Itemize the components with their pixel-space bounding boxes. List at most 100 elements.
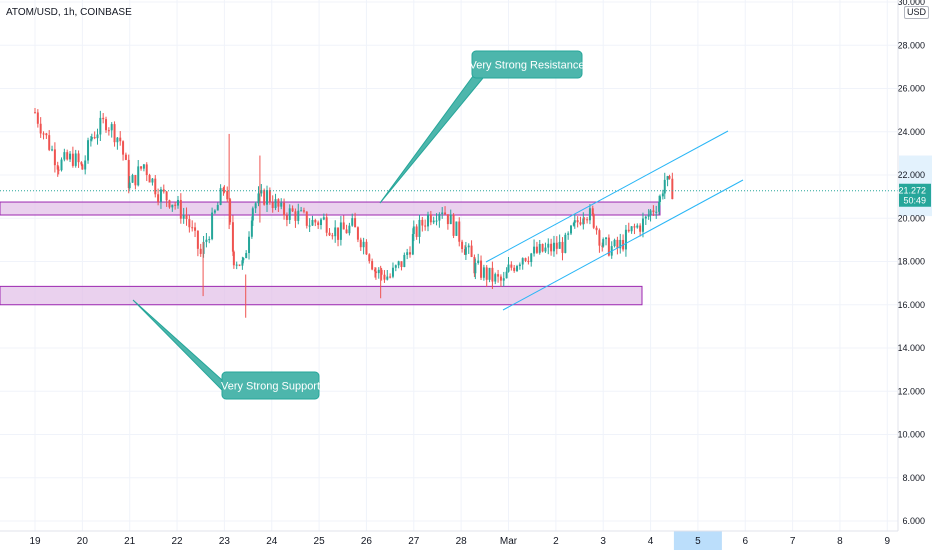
candle-body <box>377 269 380 274</box>
candle-body <box>371 261 374 270</box>
candle-body <box>458 221 461 242</box>
candle-body <box>499 276 502 281</box>
candle-body <box>671 178 674 200</box>
candle-body <box>464 247 467 255</box>
candle-body <box>268 190 271 203</box>
candle-body <box>652 210 655 212</box>
candle-body <box>485 267 488 280</box>
candle-body <box>668 176 671 179</box>
candle-body <box>271 202 274 209</box>
candle-body <box>90 137 93 140</box>
last-price-value: 21.272 <box>898 186 926 196</box>
candle-body <box>547 243 550 248</box>
candle-body <box>432 220 435 223</box>
candle-body <box>45 133 48 136</box>
candle-body <box>80 162 83 165</box>
x-tick-label: 5 <box>695 536 701 547</box>
y-tick-label: 14.000 <box>897 343 925 353</box>
candle-body <box>314 219 317 223</box>
candle-body <box>494 274 497 282</box>
candle-body <box>497 274 500 277</box>
candle-body <box>34 112 36 114</box>
candle-body <box>300 210 303 212</box>
candle-body <box>96 134 99 139</box>
candle-body <box>666 176 669 180</box>
channel-lower-line[interactable] <box>502 179 744 311</box>
x-tick-label: 22 <box>171 536 183 547</box>
candle-body <box>219 188 222 205</box>
candle-body <box>266 190 269 205</box>
x-tick-label: Mar <box>500 536 518 547</box>
candle-body <box>148 175 151 183</box>
candle-body <box>391 267 394 277</box>
support-zone[interactable] <box>0 285 643 306</box>
candle-body <box>630 226 633 232</box>
candle-body <box>550 243 553 252</box>
support-callout[interactable]: Very Strong Support <box>132 299 320 400</box>
candle-body <box>311 219 314 226</box>
candle-body <box>507 264 510 272</box>
candle-body <box>368 254 371 262</box>
y-tick-label: 16.000 <box>897 300 925 310</box>
candle-body <box>345 229 348 234</box>
candle-body <box>185 214 188 220</box>
candle-body <box>530 253 533 263</box>
candle-body <box>223 190 226 192</box>
candle-body <box>77 153 80 163</box>
candle-body <box>245 253 248 259</box>
candle-body <box>409 252 412 255</box>
candle-body <box>110 124 113 131</box>
candle-body <box>53 149 56 166</box>
candle-body <box>383 274 386 280</box>
candle-body <box>435 220 438 222</box>
resistance-zone[interactable] <box>0 201 661 216</box>
candle-body <box>74 153 77 166</box>
candle-body <box>328 232 331 236</box>
candle-body <box>157 194 160 202</box>
candle-body <box>605 237 608 240</box>
candle-body <box>663 179 666 194</box>
candle-body <box>242 258 245 261</box>
currency-label[interactable]: USD <box>904 6 930 19</box>
candle-body <box>305 211 308 226</box>
x-tick-label: 4 <box>648 536 654 547</box>
candle-body <box>644 216 647 219</box>
candle-body <box>241 260 244 266</box>
candle-body <box>56 165 59 170</box>
candle-body <box>564 234 567 253</box>
candle-body <box>116 137 119 143</box>
candle-body <box>226 191 229 200</box>
candle-body <box>389 276 392 278</box>
candle-body <box>586 219 589 221</box>
resistance-callout[interactable]: Very Strong Resistance <box>379 50 584 204</box>
zones <box>0 201 661 306</box>
candle-body <box>176 199 179 206</box>
x-tick-label: 27 <box>408 536 420 547</box>
callout-pointer <box>379 71 490 204</box>
candle-body <box>510 264 513 268</box>
candle-body <box>348 225 351 234</box>
symbol-title[interactable]: ATOM/USD, 1h, COINBASE <box>6 7 132 18</box>
candle-body <box>488 267 491 280</box>
candle-body <box>257 193 260 204</box>
candle-body <box>131 175 134 183</box>
channel-upper-line[interactable] <box>485 130 729 263</box>
candle-body <box>211 212 214 240</box>
candle-body <box>337 227 340 240</box>
candle-body <box>325 217 328 233</box>
x-tick-label: 25 <box>314 536 326 547</box>
candle-body <box>39 123 42 134</box>
y-tick-label: 10.000 <box>897 430 925 440</box>
candle-body <box>415 226 418 237</box>
candle-body <box>655 211 658 213</box>
candle-body <box>538 244 541 253</box>
candle-body <box>516 266 519 271</box>
candle-body <box>159 189 162 202</box>
candle-body <box>595 227 598 231</box>
candle-body <box>124 154 127 160</box>
candle-body <box>552 242 555 252</box>
x-tick-label: 19 <box>29 536 41 547</box>
